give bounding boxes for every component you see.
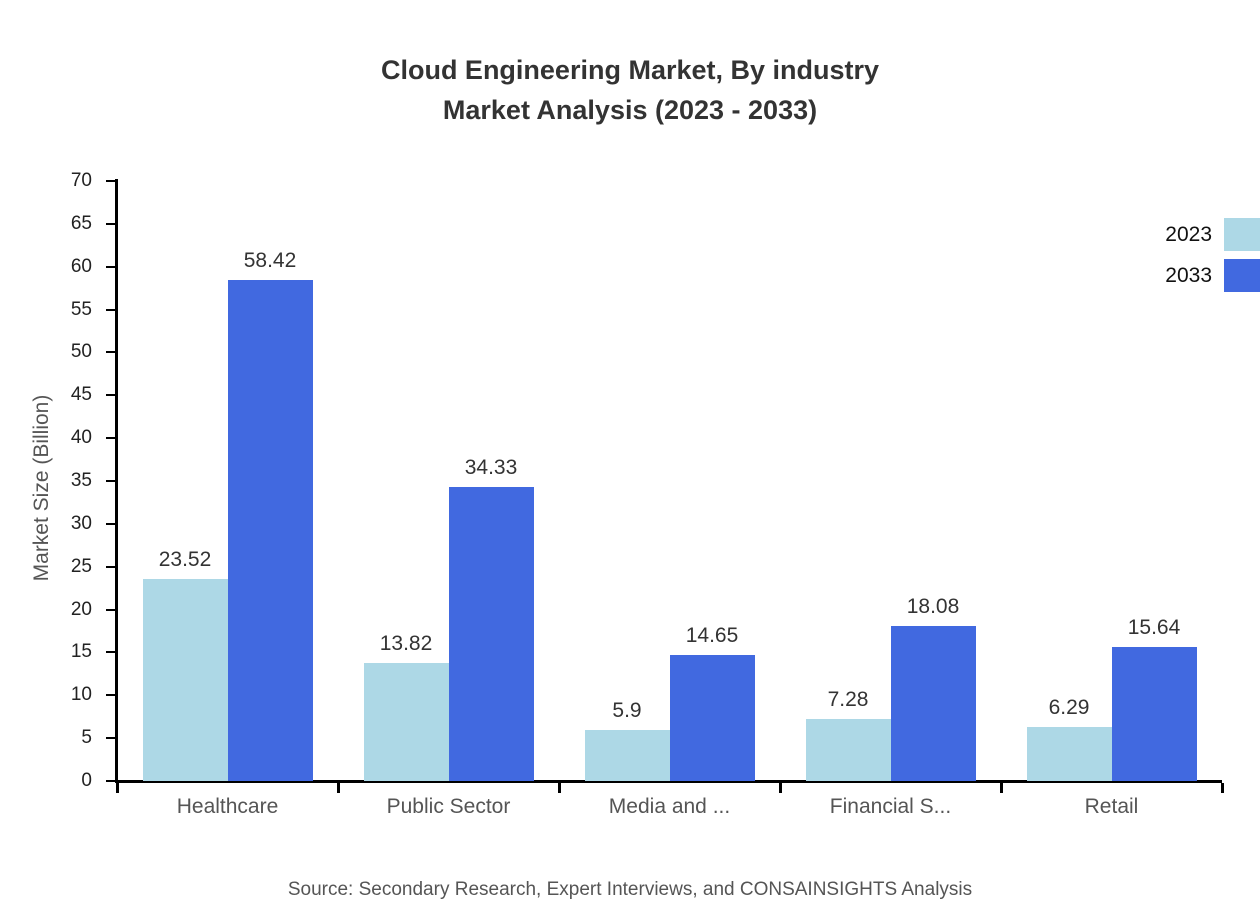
y-axis-tick — [106, 780, 116, 782]
bar-value-label: 58.42 — [243, 249, 297, 273]
x-axis-tick — [1221, 783, 1224, 793]
y-axis-tick — [106, 180, 116, 182]
x-axis-tick — [116, 783, 119, 793]
bar-value-label: 14.65 — [685, 624, 739, 648]
legend-swatch-icon — [1224, 259, 1260, 292]
x-axis-category-label: Public Sector — [386, 795, 511, 818]
y-axis-tick — [106, 265, 116, 268]
y-axis-tick — [106, 222, 116, 225]
bar-value-label: 5.9 — [612, 699, 642, 723]
legend-swatch-icon — [1224, 218, 1260, 251]
bar-2033-2[interactable] — [669, 655, 755, 781]
y-axis-tick-label: 55 — [70, 298, 92, 320]
y-axis-tick-label: 15 — [70, 641, 92, 663]
bar-value-label: 6.29 — [1048, 696, 1090, 720]
y-axis-tick — [106, 651, 116, 654]
y-axis-tick-label: 10 — [70, 684, 92, 706]
y-axis-tick-label: 65 — [70, 212, 92, 234]
legend-label: 2023 — [1165, 223, 1212, 246]
chart-title-line-1: Cloud Engineering Market, By industry — [380, 55, 880, 85]
legend-item-2023[interactable]: 2023 — [1100, 218, 1260, 252]
x-axis-category-label: Retail — [1084, 795, 1139, 818]
y-axis-tick — [106, 522, 116, 525]
bar-2023-1[interactable] — [363, 662, 449, 781]
y-axis-tick-label: 20 — [70, 598, 92, 620]
bar-2033-1[interactable] — [448, 486, 534, 781]
bar-2033-4[interactable] — [1111, 646, 1197, 781]
y-axis-tick-label: 30 — [70, 512, 92, 534]
plot-area — [117, 181, 1222, 781]
bar-2023-0[interactable] — [142, 579, 228, 781]
chart-title-line-2: Market Analysis (2023 - 2033) — [442, 95, 818, 125]
y-axis-tick — [106, 351, 116, 354]
y-axis-tick — [106, 480, 116, 482]
y-axis-tick-label: 5 — [81, 727, 92, 749]
chart-title: Cloud Engineering Market, By industry Ma… — [0, 50, 1260, 130]
y-axis-tick-label: 45 — [70, 384, 92, 406]
y-axis-tick-label: 35 — [70, 470, 92, 491]
x-axis-category-label: Media and ... — [608, 795, 731, 818]
y-axis-tick — [106, 608, 116, 611]
y-axis-tick — [106, 437, 116, 440]
y-axis-line — [115, 179, 118, 783]
bar-2033-0[interactable] — [227, 280, 313, 781]
bar-value-label: 34.33 — [464, 455, 518, 479]
x-axis-category-label: Healthcare — [176, 795, 279, 818]
y-axis-tick — [106, 394, 116, 397]
bar-value-label: 7.28 — [827, 687, 869, 711]
y-axis-tick-label: 60 — [70, 255, 92, 277]
bar-value-label: 18.08 — [906, 595, 960, 619]
bar-value-label: 15.64 — [1127, 615, 1181, 639]
y-axis-tick-label: 0 — [81, 770, 92, 791]
legend-label: 2033 — [1165, 264, 1212, 287]
x-axis-line — [115, 780, 1222, 783]
bar-2023-4[interactable] — [1026, 727, 1112, 781]
x-axis-tick — [1000, 783, 1003, 793]
y-axis-tick-label: 70 — [70, 170, 92, 191]
bar-value-label: 13.82 — [379, 631, 433, 655]
y-axis-tick — [106, 308, 116, 311]
x-axis-tick — [779, 783, 782, 793]
x-axis-tick — [337, 783, 340, 793]
x-axis-tick — [558, 783, 561, 793]
bar-2033-3[interactable] — [890, 626, 976, 781]
y-axis-tick — [106, 737, 116, 740]
bar-value-label: 23.52 — [158, 548, 212, 572]
legend[interactable]: 2023 2033 — [1100, 218, 1260, 300]
y-axis-tick-label: 40 — [70, 427, 92, 449]
bar-2023-3[interactable] — [805, 718, 891, 781]
y-axis-tick — [106, 565, 116, 568]
y-axis-tick — [106, 694, 116, 697]
y-axis-tick-label: 50 — [70, 341, 92, 363]
y-axis-tick-label: 25 — [70, 555, 92, 577]
legend-item-2033[interactable]: 2033 — [1100, 259, 1260, 293]
bar-2023-2[interactable] — [584, 730, 670, 781]
source-note: Source: Secondary Research, Expert Inter… — [287, 879, 973, 900]
x-axis-category-label: Financial S... — [829, 795, 952, 818]
